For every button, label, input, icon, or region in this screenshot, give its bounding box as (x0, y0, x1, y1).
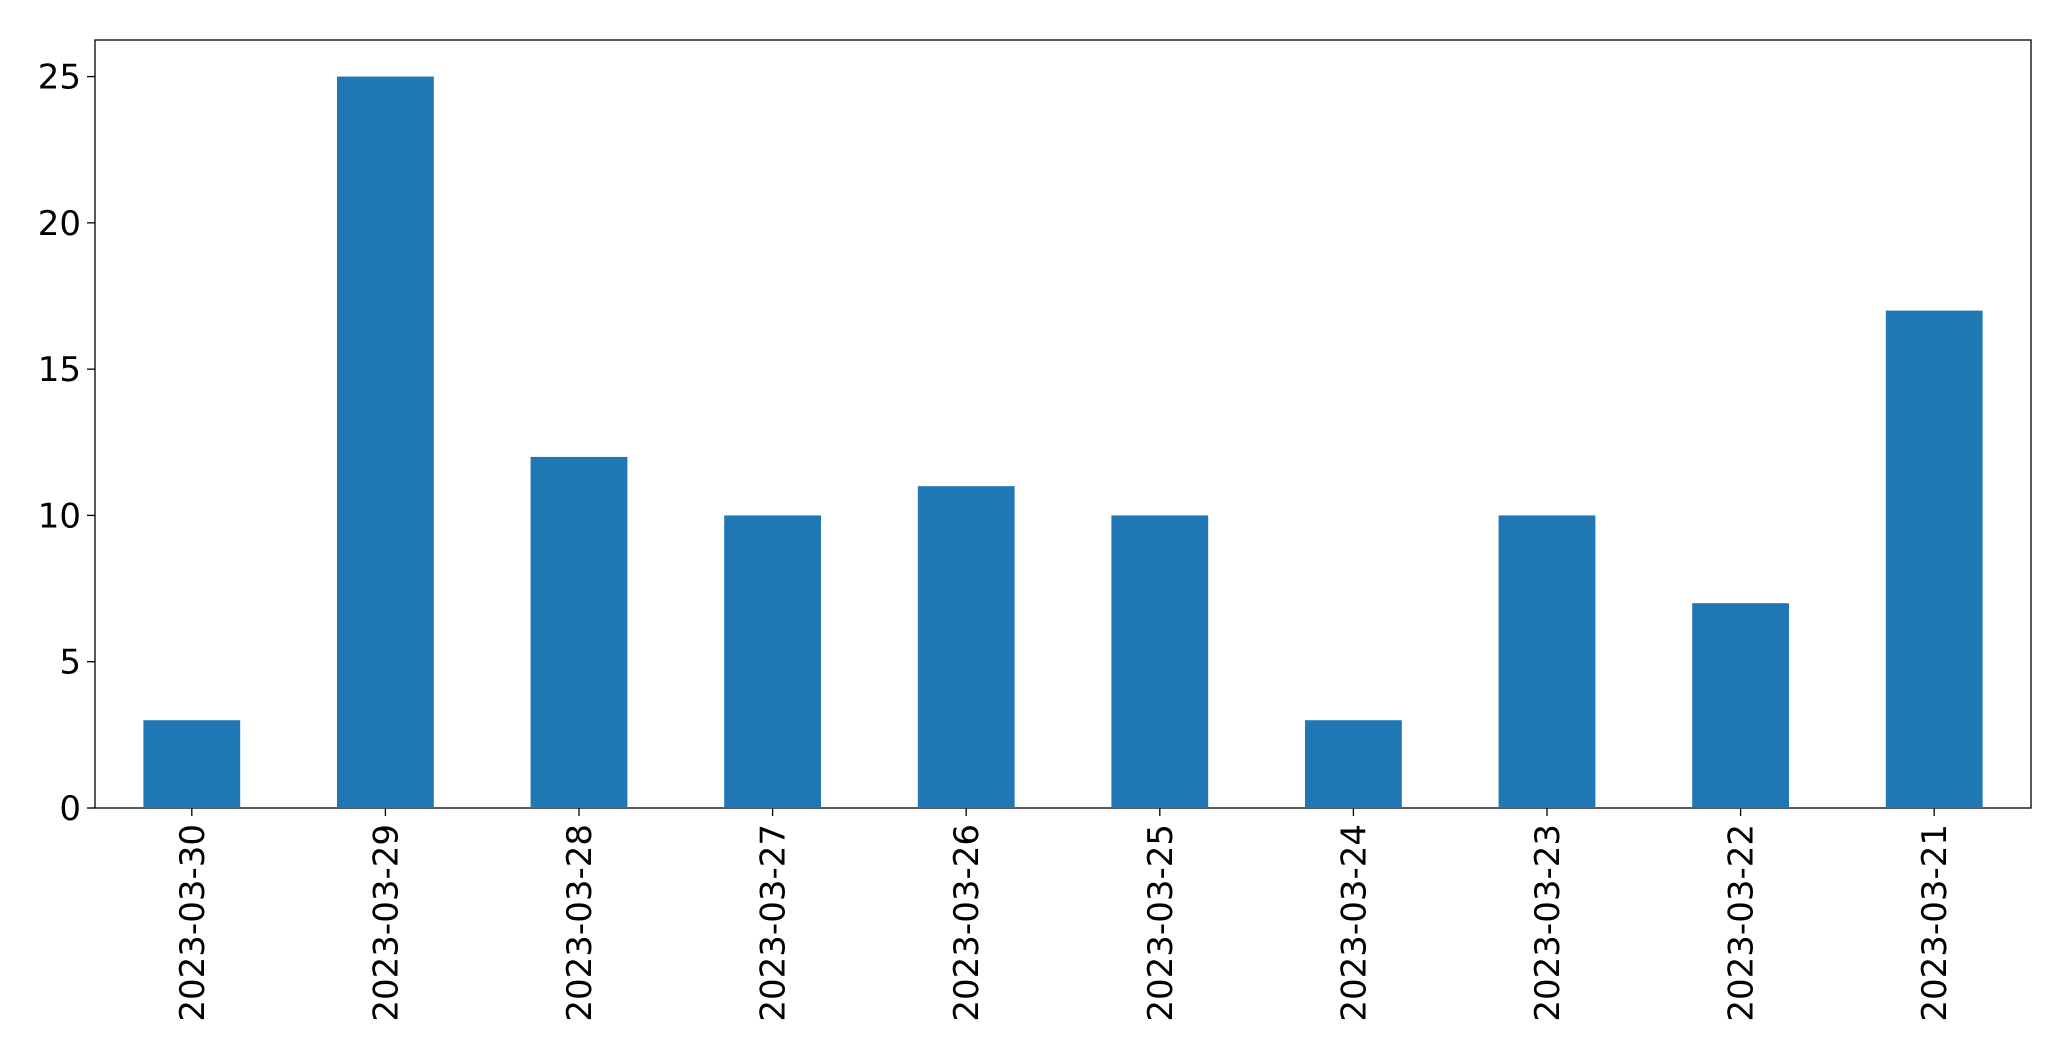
bar (724, 515, 821, 808)
x-tick-label: 2023-03-26 (947, 824, 987, 1022)
y-tick-label: 0 (59, 789, 81, 829)
y-tick-label: 5 (59, 643, 81, 683)
bar (143, 720, 241, 808)
bar (1111, 515, 1209, 808)
y-tick-label: 20 (38, 204, 81, 244)
axes-frame (94, 39, 2032, 809)
x-tick-label: 2023-03-24 (1334, 824, 1374, 1022)
bar (1305, 720, 1402, 808)
bar (917, 486, 1015, 808)
x-tick-label: 2023-03-23 (1528, 824, 1568, 1022)
bar (1885, 310, 1983, 808)
y-tick-label: 10 (38, 496, 81, 536)
x-tick-label: 2023-03-22 (1722, 824, 1762, 1022)
y-tick-label: 25 (38, 58, 81, 98)
x-tick-label: 2023-03-29 (366, 824, 406, 1022)
x-tick-label: 2023-03-28 (560, 824, 600, 1022)
bar (1692, 603, 1789, 808)
x-tick-label: 2023-03-25 (1141, 824, 1181, 1022)
bar (337, 76, 434, 809)
x-tick-label: 2023-03-27 (754, 824, 794, 1022)
y-tick-label: 15 (38, 350, 81, 390)
x-tick-label: 2023-03-21 (1915, 824, 1955, 1022)
bar (530, 456, 628, 808)
x-tick-label: 2023-03-30 (173, 824, 213, 1022)
bar (1498, 515, 1596, 808)
